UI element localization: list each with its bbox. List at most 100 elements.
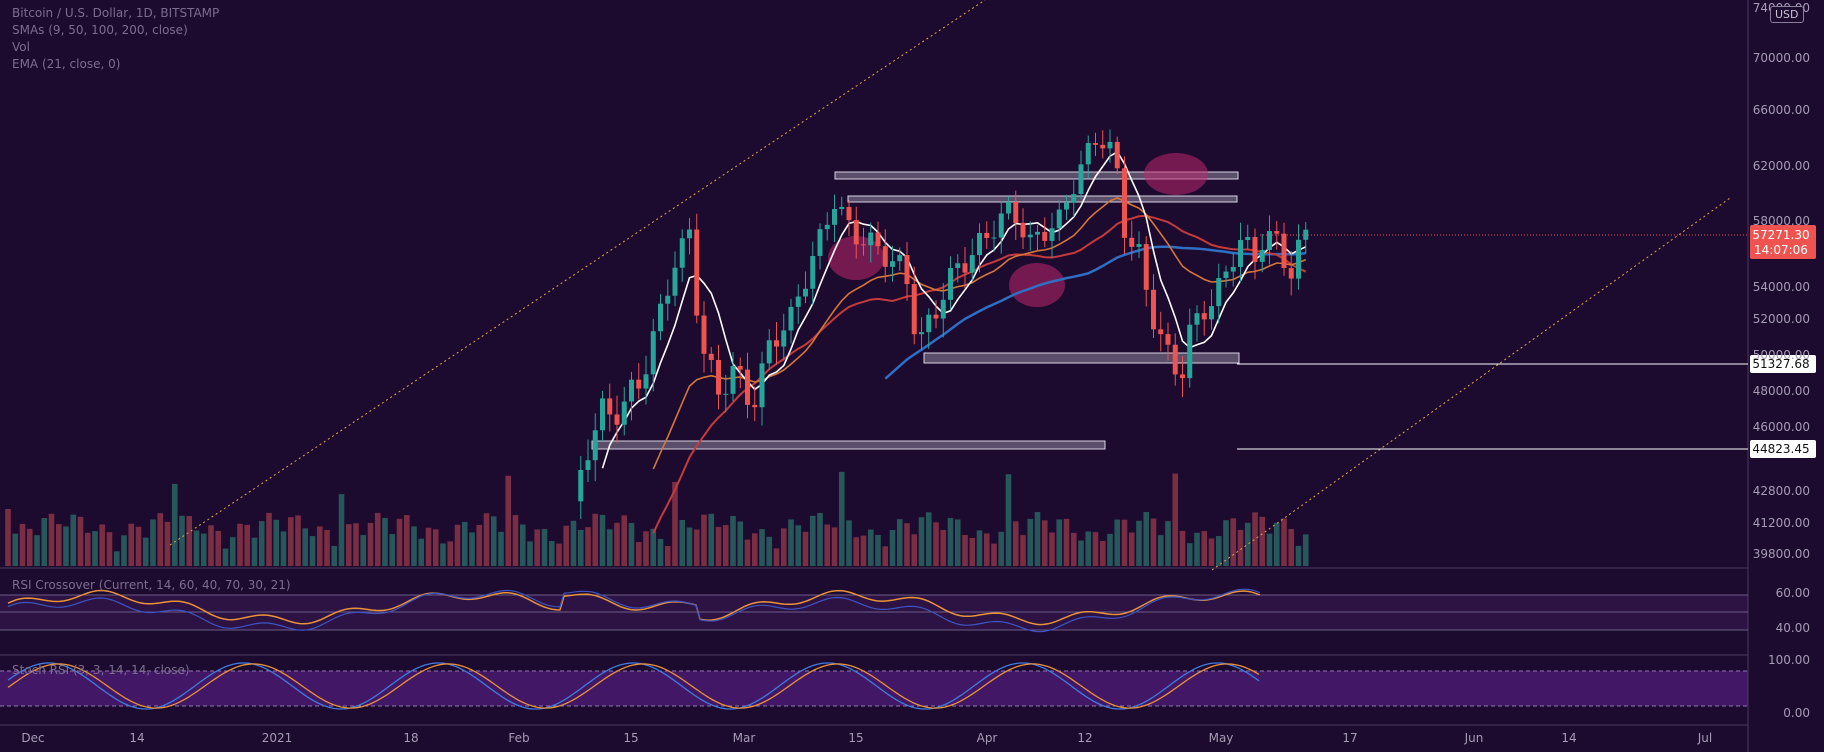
volume-bars	[5, 471, 1309, 566]
volume-bar	[817, 512, 823, 566]
time-tick-label: Jul	[1697, 731, 1712, 745]
volume-bar	[1208, 538, 1215, 566]
price-tick-label: 39800.00	[1753, 547, 1810, 561]
volume-bar	[1092, 532, 1099, 566]
smas-legend[interactable]: SMAs (9, 50, 100, 200, close)	[12, 23, 188, 37]
volume-bar	[483, 513, 490, 566]
ema-legend[interactable]: EMA (21, close, 0)	[12, 57, 121, 71]
time-axis: Dec 14 2021 18 Feb 15 Mar 15 Apr 12 May 17 Jun 14 Jul	[21, 731, 1712, 745]
candle-body	[578, 469, 584, 502]
price-tick-label: 66000.00	[1753, 103, 1810, 117]
stoch-legend[interactable]: Stoch RSI (3, 3, 14, 14, close)	[12, 663, 190, 677]
volume-bar	[84, 532, 91, 566]
volume-bar	[1259, 516, 1266, 566]
volume-bar	[1165, 521, 1171, 566]
volume-bar	[1012, 521, 1019, 566]
time-tick-label: 15	[623, 731, 638, 745]
candle-body	[1143, 244, 1149, 290]
volume-bar	[432, 529, 439, 566]
volume-bar	[599, 514, 606, 566]
time-tick-label: Dec	[21, 731, 44, 745]
volume-bar	[454, 524, 461, 566]
volume-bar	[316, 526, 323, 566]
candle-body	[629, 379, 634, 402]
volume-bar	[490, 516, 497, 566]
volume-bar	[128, 523, 135, 566]
resistance-zone-mid	[847, 195, 1238, 203]
candle-body	[636, 379, 642, 389]
candle-body	[585, 460, 591, 470]
candle-body	[723, 393, 729, 395]
volume-bar	[302, 528, 309, 566]
volume-bar	[947, 517, 954, 566]
volume-bar	[5, 509, 11, 566]
currency-badge[interactable]: USD	[1770, 6, 1804, 23]
volume-bar	[715, 526, 722, 566]
candle-body	[853, 220, 859, 245]
candle-body	[1078, 164, 1084, 195]
candle-body	[781, 330, 787, 347]
price-tick-label: 41200.00	[1753, 516, 1810, 530]
volume-bar	[592, 513, 599, 566]
volume-bar	[759, 529, 765, 566]
time-tick-label: Apr	[977, 731, 998, 745]
volume-bar	[998, 531, 1005, 566]
price-tick-label: 70000.00	[1753, 51, 1810, 65]
volume-bar	[1237, 529, 1244, 566]
price-tick-label: 50000.00	[1753, 348, 1810, 362]
volume-bar	[476, 524, 483, 566]
symbol-legend[interactable]: Bitcoin / U.S. Dollar, 1D, BITSTAMP	[12, 6, 220, 20]
candle-body	[1085, 143, 1091, 165]
time-tick-label: 12	[1077, 731, 1092, 745]
candle-body	[1267, 231, 1272, 250]
volume-bar	[570, 520, 577, 566]
rsi-legend[interactable]: RSI Crossover (Current, 14, 60, 40, 70, …	[12, 578, 291, 592]
candle-body	[882, 246, 888, 267]
volume-bar	[556, 543, 562, 566]
time-tick-label: 17	[1342, 731, 1357, 745]
current-price-label: 57271.30	[1752, 228, 1809, 242]
volume-bar	[577, 529, 584, 566]
rsi-tick-label: 60.00	[1776, 586, 1810, 600]
volume-bar	[1295, 545, 1302, 566]
candle-body	[940, 299, 946, 319]
time-tick-label: Mar	[733, 731, 756, 745]
price-tick-label: 48000.00	[1753, 384, 1810, 398]
volume-bar	[867, 529, 874, 566]
candle-body	[984, 232, 990, 238]
candle-body	[1056, 209, 1062, 229]
volume-bar	[534, 529, 541, 566]
volume-bar	[606, 529, 613, 566]
volume-bar	[512, 515, 519, 566]
candle-body	[1006, 202, 1011, 214]
candle-body	[1020, 222, 1026, 238]
time-tick-label: Feb	[508, 731, 529, 745]
candle-body	[998, 213, 1004, 238]
volume-bar	[244, 524, 251, 566]
candle-body	[658, 303, 663, 332]
candle-body	[1194, 313, 1200, 325]
volume-bar	[1099, 540, 1106, 566]
candle-body	[708, 353, 714, 360]
volume-bar	[251, 537, 258, 566]
volume-bar	[1085, 531, 1092, 566]
volume-bar	[461, 521, 468, 566]
volume-bar	[650, 528, 657, 566]
volume-bar	[1172, 473, 1179, 566]
vol-legend[interactable]: Vol	[12, 40, 30, 54]
volume-bar	[1107, 533, 1113, 566]
volume-bar	[766, 536, 773, 566]
candle-body	[933, 314, 939, 319]
volume-bar	[664, 545, 671, 566]
volume-bar	[179, 515, 185, 566]
volume-bar	[295, 515, 301, 566]
volume-bar	[374, 512, 381, 566]
candle-body	[926, 314, 932, 333]
price-tick-label: 46000.00	[1753, 420, 1810, 434]
volume-bar	[976, 530, 983, 566]
candle-body	[752, 404, 758, 408]
candle-body	[991, 237, 997, 239]
volume-bar	[1179, 530, 1186, 566]
volume-bar	[1063, 518, 1070, 566]
